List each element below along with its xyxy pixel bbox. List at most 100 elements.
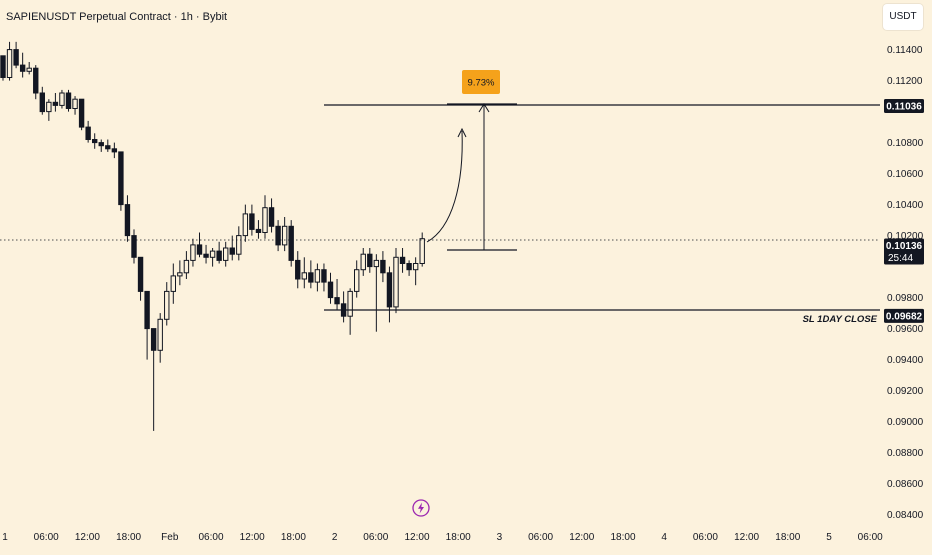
candle (288, 220, 294, 267)
candle-body (321, 269, 327, 283)
candle-body (367, 253, 373, 268)
price-axis[interactable]: 0.11400 0.11200 0.10800 0.10600 0.10400 0.102… (887, 45, 924, 521)
candle-body (288, 225, 294, 261)
time-tick-label: 18:00 (281, 532, 306, 543)
candle-body (373, 259, 380, 268)
percent-badge (462, 70, 500, 94)
price-tick-label: 0.09000 (887, 417, 924, 428)
candle-body (144, 290, 150, 330)
candle-body (46, 101, 52, 113)
candle-body (203, 253, 209, 258)
projection-curve[interactable] (426, 130, 463, 243)
price-tick-label: 0.09200 (887, 386, 924, 397)
time-tick-label: 06:00 (528, 532, 553, 543)
candle (85, 120, 91, 143)
price-tag-bg (884, 99, 924, 114)
time-tick-label: 18:00 (446, 532, 471, 543)
candle-body (118, 151, 124, 206)
candle (170, 263, 177, 304)
candle-body (399, 256, 406, 264)
price-tick-label: 0.10200 (887, 231, 924, 242)
candle (33, 65, 39, 100)
candle-body (406, 263, 412, 271)
candle-body (92, 139, 98, 144)
price-tick-label: 0.10800 (887, 138, 924, 149)
candle (321, 263, 327, 292)
candle (380, 251, 386, 283)
candle-body (360, 253, 366, 271)
projection-arrow-head (457, 127, 467, 138)
candle-body (308, 272, 314, 283)
price-tick-label: 0.10600 (887, 169, 924, 180)
candle (354, 260, 360, 298)
candle (419, 232, 425, 267)
candle (399, 248, 406, 273)
drawings: 9.73% SL 1DAY CLOSE (0, 70, 880, 325)
candle (314, 263, 321, 292)
target-price-tag: 0.11036 (884, 99, 924, 114)
candle (203, 244, 209, 264)
candle (393, 248, 399, 314)
candle-body (380, 259, 386, 274)
time-tick-label: 4 (661, 532, 667, 543)
time-tick-label: 3 (497, 532, 503, 543)
measure-arrow-head (478, 103, 490, 113)
symbol-title[interactable]: SAPIENUSDT Perpetual Contract · 1h · Byb… (6, 11, 228, 23)
candle-body (26, 67, 32, 72)
currency-button[interactable]: USDT (883, 4, 923, 30)
price-tick-label: 0.11200 (887, 76, 923, 87)
candle-body (131, 235, 137, 258)
candle-body (255, 228, 262, 233)
lightning-icon[interactable] (412, 499, 430, 517)
candle-body (0, 55, 6, 78)
price-tick-label: 0.08400 (887, 510, 924, 521)
candle-body (19, 64, 26, 72)
candle (164, 282, 170, 326)
candle (281, 217, 288, 252)
candle (46, 99, 52, 121)
candle-body (314, 269, 321, 283)
price-tick-label: 0.09400 (887, 355, 924, 366)
time-tick-label: 06:00 (198, 532, 223, 543)
candle (124, 195, 131, 242)
candle (26, 62, 32, 75)
candle (367, 248, 373, 273)
time-tick-label: 06:00 (34, 532, 59, 543)
price-tag-label: 0.09682 (886, 311, 923, 322)
candle-body (105, 145, 111, 150)
candle (19, 52, 26, 78)
candle (118, 151, 124, 211)
price-tag-label: 0.10136 (886, 241, 923, 252)
candle-body (216, 250, 222, 261)
time-axis[interactable]: 1 06:00 12:00 18:00 Feb 06:00 12:00 18:00 2 06:00… (2, 532, 883, 543)
candle-body (242, 213, 249, 237)
candle (412, 257, 419, 286)
price-tag-bg (884, 308, 924, 323)
candle-body (354, 269, 360, 292)
time-tick-label: 18:00 (775, 532, 800, 543)
candle-body (65, 92, 72, 109)
time-tick-label: 18:00 (610, 532, 635, 543)
candle-body (124, 204, 131, 237)
candle (177, 260, 183, 286)
price-tick-label: 0.10400 (887, 200, 924, 211)
time-tick-label: 2 (332, 532, 338, 543)
candle-body (347, 290, 353, 317)
time-tick-label: 18:00 (116, 532, 141, 543)
candle-body (150, 328, 157, 351)
candle (216, 241, 222, 264)
candle-body (275, 225, 281, 246)
candle (13, 41, 19, 69)
candle (78, 98, 85, 131)
candle (386, 266, 393, 323)
candle (190, 238, 196, 267)
time-tick-label: 1 (2, 532, 8, 543)
candle (157, 313, 163, 363)
stop-price-tag: 0.09682 (884, 308, 924, 323)
candle (144, 290, 150, 360)
candle-body (327, 281, 334, 299)
candle (98, 139, 104, 152)
